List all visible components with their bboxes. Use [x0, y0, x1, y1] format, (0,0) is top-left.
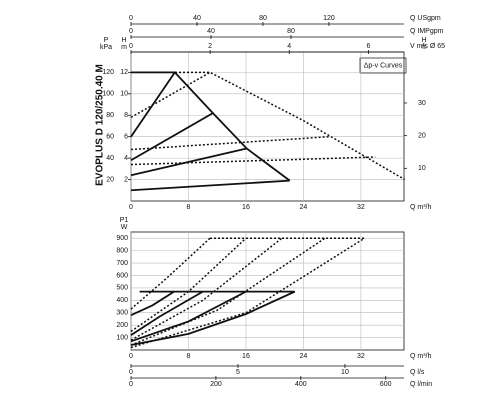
- curve: [130, 112, 214, 162]
- y-tick-label: 300: [116, 310, 128, 317]
- y-tick-label: 100: [116, 334, 128, 341]
- x-tick-label: 8: [187, 204, 191, 211]
- secondary-tick-label: 20: [418, 132, 426, 139]
- curve: [130, 237, 326, 346]
- secondary-tick-label: 120: [102, 69, 114, 76]
- y-axis-unit: W: [121, 224, 128, 231]
- secondary-tick-label: 60: [106, 134, 114, 141]
- secondary-tick-label: 30: [418, 100, 426, 107]
- curve: [130, 156, 376, 166]
- secondary-tick-label: 0: [129, 369, 133, 376]
- secondary-tick-label: 80: [259, 15, 267, 22]
- secondary-tick-label: 120: [323, 15, 335, 22]
- y-axis-unit: m: [121, 44, 127, 51]
- y-tick-label: 200: [116, 322, 128, 329]
- secondary-tick-label: 400: [295, 381, 307, 388]
- curve: [130, 179, 290, 192]
- y-axis-label: H: [121, 37, 126, 44]
- curve: [130, 71, 211, 119]
- y-tick-label: 4: [124, 155, 128, 162]
- curve: [130, 237, 247, 332]
- secondary-tick-label: 40: [207, 28, 215, 35]
- secondary-tick-label: 0: [129, 381, 133, 388]
- secondary-tick-label: 600: [380, 381, 392, 388]
- secondary-axis-unit: kPa: [100, 44, 112, 51]
- secondary-axis-label: Q USgpm: [410, 15, 441, 22]
- secondary-tick-label: 40: [193, 15, 201, 22]
- x-tick-label: 16: [242, 353, 250, 360]
- x-tick-label: 24: [300, 204, 308, 211]
- secondary-tick-label: 10: [341, 369, 349, 376]
- curve: [131, 71, 291, 182]
- secondary-tick-label: 4: [287, 43, 291, 50]
- curve: [130, 147, 247, 177]
- secondary-tick-label: 20: [106, 176, 114, 183]
- secondary-axis-unit: ft: [422, 44, 426, 51]
- y-axis-label: P1: [120, 217, 129, 224]
- secondary-tick-label: 80: [287, 28, 295, 35]
- annotation: Δp-v Curves: [364, 62, 403, 69]
- secondary-axis-label: Q l/s: [410, 369, 425, 376]
- y-tick-label: 6: [124, 134, 128, 141]
- y-tick-label: 400: [116, 297, 128, 304]
- secondary-tick-label: 0: [129, 28, 133, 35]
- secondary-tick-label: 80: [106, 112, 114, 119]
- secondary-axis-label: H: [421, 37, 426, 44]
- secondary-axis-label: P: [104, 37, 109, 44]
- curve: [130, 290, 247, 343]
- secondary-tick-label: 0: [129, 15, 133, 22]
- secondary-tick-label: 0: [129, 43, 133, 50]
- curve: [130, 237, 211, 310]
- y-tick-label: 2: [124, 176, 128, 183]
- x-tick-label: 0: [129, 353, 133, 360]
- y-tick-label: 8: [124, 112, 128, 119]
- curve: [130, 237, 283, 341]
- x-tick-label: 0: [129, 204, 133, 211]
- secondary-tick-label: 10: [418, 165, 426, 172]
- annotation-box: [359, 57, 407, 74]
- curve: [130, 135, 331, 151]
- secondary-axis-label: V m/s Ø 65: [410, 43, 445, 50]
- curve: [130, 290, 204, 336]
- y-tick-label: 10: [120, 91, 128, 98]
- x-tick-label: 32: [357, 353, 365, 360]
- y-tick-label: 700: [116, 260, 128, 267]
- curve: [130, 237, 365, 349]
- secondary-tick-label: 6: [366, 43, 370, 50]
- y-tick-label: 500: [116, 285, 128, 292]
- secondary-tick-label: 40: [106, 155, 114, 162]
- secondary-tick-label: 5: [236, 369, 240, 376]
- secondary-tick-label: 200: [210, 381, 222, 388]
- secondary-tick-label: 100: [102, 91, 114, 98]
- y-tick-label: 600: [116, 272, 128, 279]
- plot-frame: [130, 51, 405, 202]
- x-tick-label: 24: [300, 353, 308, 360]
- secondary-axis-label: Q l/min: [410, 381, 432, 388]
- secondary-axis-label: Q IMPgpm: [410, 28, 444, 35]
- secondary-tick-label: 2: [208, 43, 212, 50]
- x-axis-label: Q m³/h: [410, 204, 431, 211]
- y-tick-label: 12: [120, 69, 128, 76]
- x-tick-label: 16: [242, 204, 250, 211]
- x-tick-label: 8: [187, 353, 191, 360]
- chart-title: EVOPLUS D 120/250.40 M: [95, 64, 106, 186]
- y-tick-label: 800: [116, 247, 128, 254]
- x-axis-label: Q m³/h: [410, 353, 431, 360]
- y-tick-label: 900: [116, 235, 128, 242]
- curve: [130, 290, 175, 317]
- x-tick-label: 32: [357, 204, 365, 211]
